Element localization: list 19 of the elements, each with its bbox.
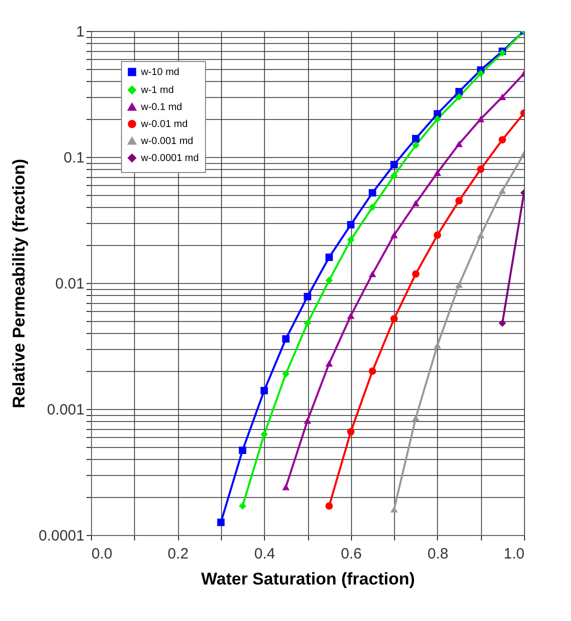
x-tick-label: 0.4: [254, 546, 276, 562]
y-tick-label: 0.0001: [38, 528, 84, 544]
legend-label: w-0.001 md: [140, 136, 194, 147]
legend-label: w-0.01 md: [140, 119, 188, 130]
x-tick-label: 0.8: [427, 546, 448, 562]
legend-label: w-0.0001 md: [140, 153, 199, 164]
x-tick-label: 0.0: [92, 546, 112, 562]
y-tick-label: 0.01: [55, 276, 84, 292]
x-tick-label: 0.2: [168, 546, 189, 562]
y-tick-label: 0.001: [46, 402, 84, 418]
y-tick-label: 1: [76, 24, 84, 40]
x-tick-label: 0.6: [340, 546, 362, 562]
y-axis-title: Relative Permeability (fraction): [10, 158, 29, 408]
legend-label: w-0.1 md: [140, 102, 182, 113]
x-axis-title: Water Saturation (fraction): [201, 570, 415, 588]
x-tick-label: 1.0: [504, 546, 524, 562]
y-tick-label: 0.1: [64, 150, 84, 166]
legend-label: w-1 md: [140, 85, 174, 96]
legend-label: w-10 md: [140, 67, 180, 78]
